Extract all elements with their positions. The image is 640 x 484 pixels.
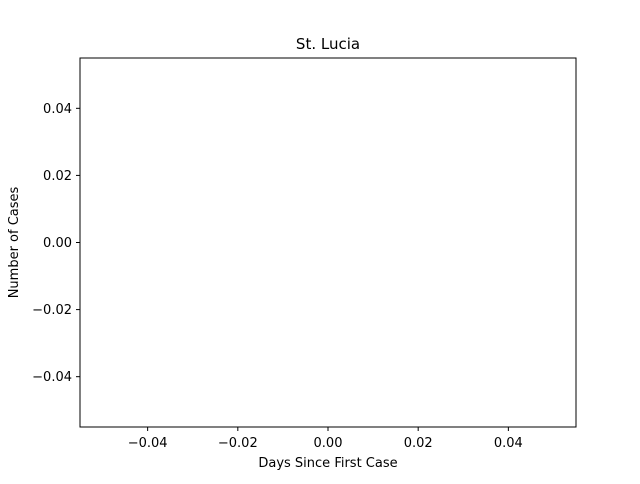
y-tick-label: −0.04 [32,370,72,385]
y-tick-label: 0.02 [43,169,72,184]
plot-area [80,58,576,427]
y-axis-label: Number of Cases [7,186,22,298]
x-axis-ticks: −0.04 −0.02 0.00 0.02 0.04 [128,427,523,451]
x-tick-label: 0.00 [314,436,343,451]
x-axis-label: Days Since First Case [258,456,397,471]
plot-frame [79,57,577,428]
x-tick-label: −0.02 [218,436,258,451]
y-axis-ticks: −0.04 −0.02 0.00 0.02 0.04 [32,102,80,385]
y-tick-label: 0.00 [43,236,72,251]
y-tick-label: −0.02 [32,303,72,318]
y-tick-label: 0.04 [43,102,72,117]
x-tick-label: 0.04 [494,436,523,451]
x-tick-label: −0.04 [128,436,168,451]
chart-title: St. Lucia [296,35,360,53]
x-tick-label: 0.02 [404,436,433,451]
